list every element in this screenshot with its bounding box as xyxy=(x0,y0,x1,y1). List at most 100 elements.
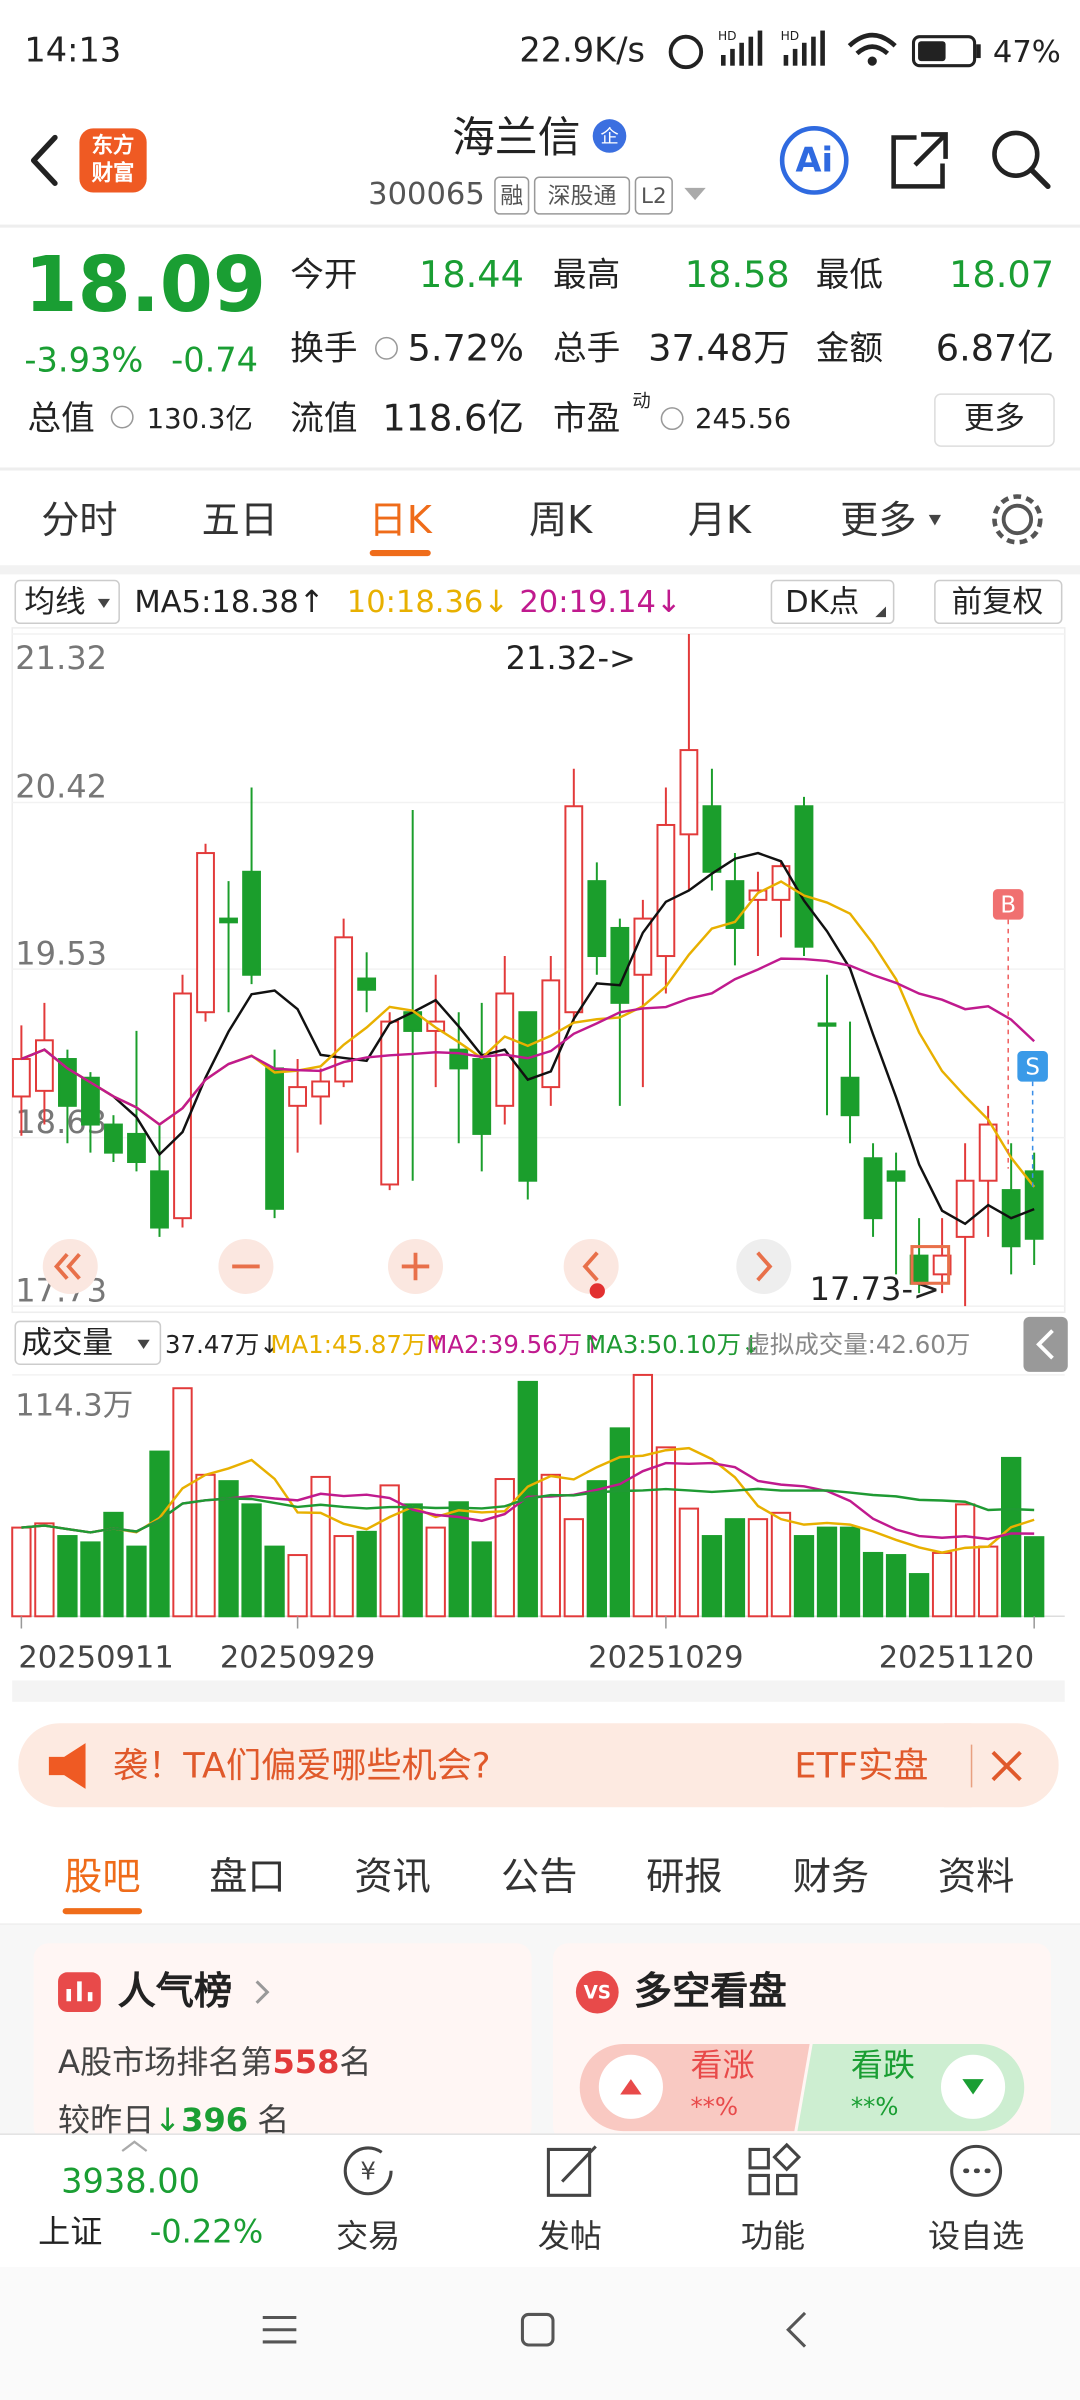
candle-body xyxy=(472,1058,492,1135)
adjust-button[interactable] xyxy=(934,579,1063,625)
chart-bottom xyxy=(12,1680,1065,1702)
rank-value: 558 xyxy=(272,2043,339,2081)
volume-bar xyxy=(425,1526,446,1618)
close-button[interactable] xyxy=(991,1750,1022,1782)
nav-label[interactable]: 功能 xyxy=(741,2217,805,2255)
popularity-card[interactable] xyxy=(33,1943,532,2142)
ai-button[interactable] xyxy=(779,126,849,195)
field-label: 最高 xyxy=(553,255,620,294)
candle-body xyxy=(35,1039,54,1092)
candle-body xyxy=(840,1076,860,1117)
volume-bar xyxy=(632,1373,654,1618)
period-tab[interactable]: 分时 xyxy=(41,499,117,543)
expand-icon[interactable] xyxy=(121,2140,148,2152)
time: 14:13 xyxy=(24,30,121,69)
banner[interactable] xyxy=(18,1723,1059,1808)
annotation: 21.32-> xyxy=(506,639,636,677)
back-button[interactable] xyxy=(30,134,58,186)
field-label: 流值 xyxy=(290,399,357,438)
settings-icon[interactable] xyxy=(1001,503,1034,536)
sell-marker[interactable] xyxy=(1017,1051,1048,1082)
volume-bar xyxy=(11,1526,32,1618)
nav-label[interactable]: 设自选 xyxy=(928,2217,1024,2255)
net-speed: 22.9K/s xyxy=(519,30,645,69)
zoom-icon[interactable] xyxy=(910,1245,951,1285)
candle-body xyxy=(311,1080,331,1098)
period-tab[interactable]: 月K xyxy=(688,499,752,543)
candle-body xyxy=(794,805,814,948)
back-nav-button[interactable] xyxy=(786,2311,807,2348)
ma-labels: MA5:18.38↑ 10:18.36↓ 20:19.14↓ xyxy=(134,585,681,620)
logo[interactable] xyxy=(79,128,147,193)
collapse-button[interactable] xyxy=(1023,1316,1068,1372)
date-label: 20250929 xyxy=(220,1641,375,1676)
watchlist-icon[interactable] xyxy=(950,2144,1003,2197)
chevron xyxy=(255,1980,270,2004)
vs-text: VS xyxy=(584,1983,611,2004)
candle-body xyxy=(1024,1170,1044,1240)
field-value: 18.44 xyxy=(419,253,524,296)
ma-selector[interactable] xyxy=(14,579,120,625)
dk-button[interactable] xyxy=(770,579,895,625)
card-title: 多空看盘 xyxy=(634,1969,787,2014)
volume-selector-text: 成交量 xyxy=(21,1326,113,1361)
candle-body xyxy=(748,889,768,901)
more-button[interactable] xyxy=(934,393,1055,447)
section-tab[interactable]: 资料 xyxy=(938,1856,1014,1900)
index-value: 3938.00 xyxy=(61,2162,200,2201)
bottom-nav xyxy=(0,2134,1080,2268)
volume-selector[interactable] xyxy=(14,1320,162,1365)
change-prefix: 较昨日 xyxy=(58,2101,154,2139)
volume-bar xyxy=(885,1554,907,1618)
volume-bar xyxy=(218,1480,239,1618)
rank-change: 较昨日↓396 名 xyxy=(58,2101,289,2139)
section-tab[interactable]: 研报 xyxy=(646,1856,722,1900)
nav-label[interactable]: 交易 xyxy=(336,2217,400,2255)
trade-icon[interactable] xyxy=(343,2146,393,2196)
candle-body xyxy=(955,1179,975,1238)
period-tab[interactable]: 日K xyxy=(369,499,433,543)
banner-fade xyxy=(944,1723,972,1808)
candle-body xyxy=(173,992,192,1220)
period-tab[interactable]: 更多 xyxy=(840,499,916,543)
share-button[interactable] xyxy=(891,132,948,189)
section-tab[interactable]: 资讯 xyxy=(354,1856,430,1900)
dropdown[interactable] xyxy=(684,187,706,201)
bull-label: 看涨 xyxy=(690,2046,754,2084)
menu-button[interactable] xyxy=(262,2315,297,2344)
section-tab[interactable]: 公告 xyxy=(501,1856,577,1900)
section-tabs: 股吧 盘口 资讯 公告 研报 财务 资料 xyxy=(62,1856,1014,1915)
candle-body xyxy=(127,1132,146,1163)
section-tab[interactable]: 股吧 xyxy=(64,1856,140,1900)
buy-marker[interactable] xyxy=(992,889,1024,920)
logo-text: 财富 xyxy=(92,160,135,186)
post-icon[interactable] xyxy=(546,2145,597,2197)
battery-text: 47% xyxy=(993,35,1061,70)
period-tab[interactable]: 五日 xyxy=(202,499,278,543)
nav-button[interactable] xyxy=(736,1238,792,1294)
tag xyxy=(533,176,631,215)
volume-ma-labels: MA1:45.87万↑MA2:39.56万↑MA3:50.10万↓ xyxy=(270,1330,761,1359)
volume-bar xyxy=(793,1535,815,1618)
search-button[interactable] xyxy=(992,130,1040,178)
nav-label[interactable]: 发帖 xyxy=(538,2217,602,2255)
bottom-nav-labels: 交易 发帖 功能 设自选 xyxy=(336,2217,1024,2255)
volume-bar xyxy=(701,1535,723,1618)
candle-body xyxy=(58,1058,77,1107)
volume-bar xyxy=(678,1507,700,1618)
nav-button[interactable] xyxy=(563,1238,619,1294)
candle-body xyxy=(932,1254,952,1276)
home-button[interactable] xyxy=(520,2312,555,2347)
volume-bar xyxy=(954,1503,976,1618)
candle-body xyxy=(886,1170,906,1182)
period-tab[interactable]: 周K xyxy=(529,499,593,543)
candle-body xyxy=(863,1157,883,1220)
function-icon[interactable] xyxy=(748,2142,802,2196)
tag-text: 深股通 xyxy=(548,184,617,210)
section-tab[interactable]: 财务 xyxy=(793,1856,869,1900)
logo-text: 东方 xyxy=(92,133,135,159)
section-tab[interactable]: 盘口 xyxy=(209,1856,285,1900)
adjust-text: 前复权 xyxy=(952,585,1044,620)
volume-bar xyxy=(448,1501,469,1618)
field-label: 总值 xyxy=(27,399,94,438)
